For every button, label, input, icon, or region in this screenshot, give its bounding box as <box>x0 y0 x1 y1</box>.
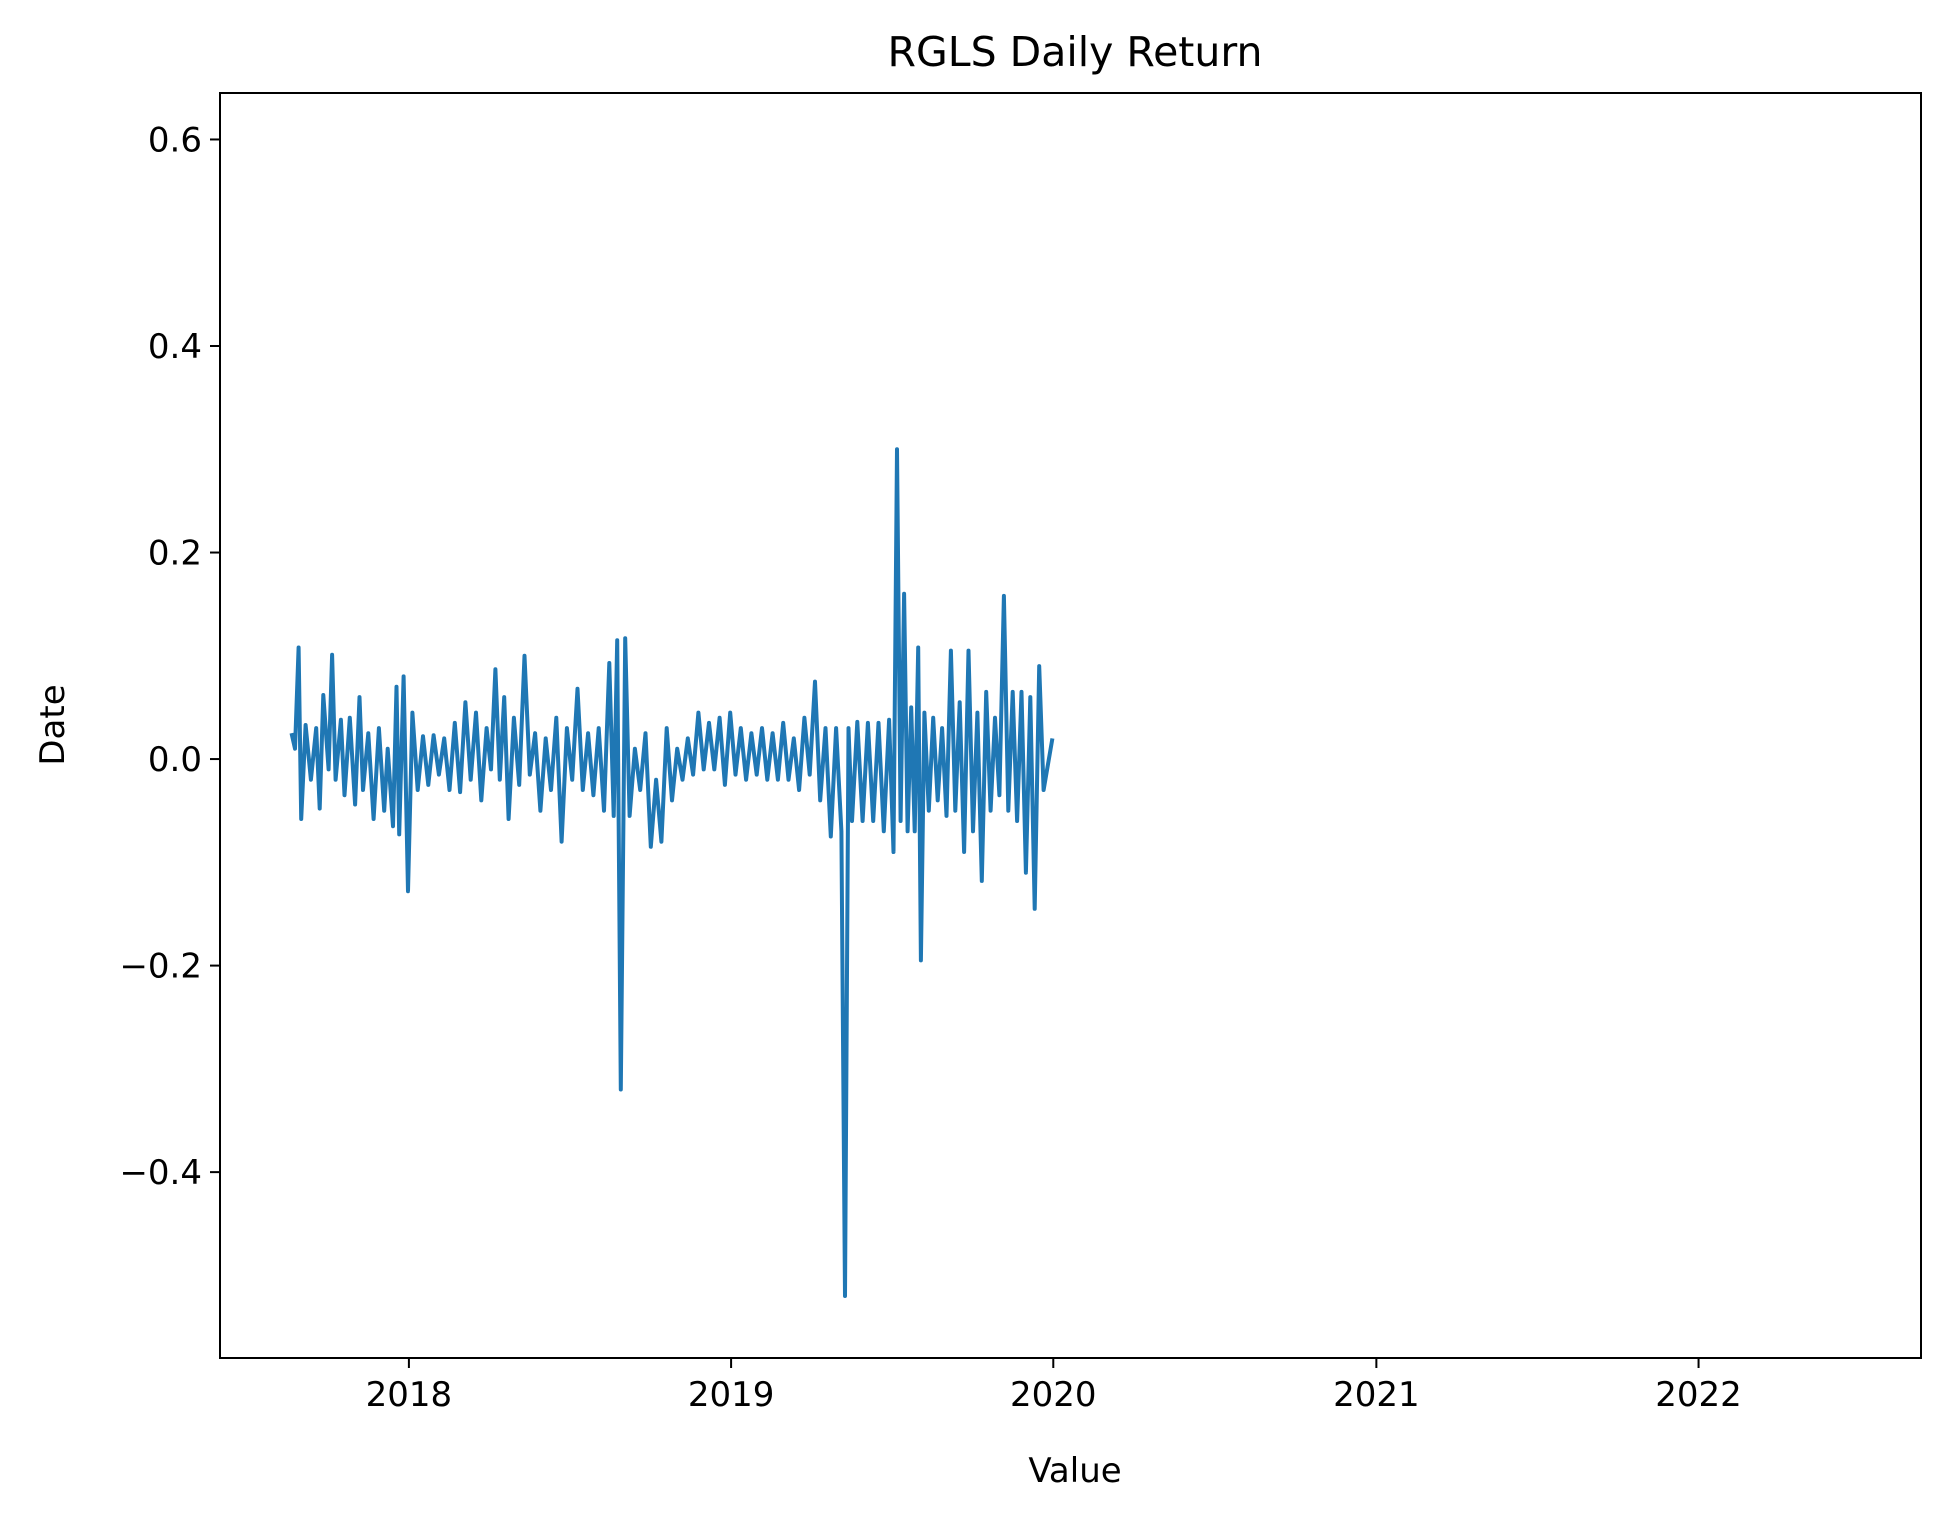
y-tick-label-3: 0.2 <box>148 534 202 574</box>
x-tick-label-2021: 2021 <box>1333 1375 1420 1415</box>
y-axis: −0.4 −0.2 0.0 0.2 0.4 0.6 <box>119 120 220 1193</box>
y-tick-label-5: 0.6 <box>148 120 202 160</box>
x-axis-label: Value <box>1028 1451 1121 1491</box>
chart-title: RGLS Daily Return <box>888 28 1263 76</box>
x-tick-label-2022: 2022 <box>1655 1375 1742 1415</box>
plot-area <box>289 447 1055 1298</box>
y-tick-label-4: 0.4 <box>148 327 202 367</box>
y-axis-label: Date <box>33 684 73 765</box>
x-tick-label-2020: 2020 <box>1010 1375 1097 1415</box>
series-line-0 <box>289 447 1055 1298</box>
x-tick-label-2018: 2018 <box>366 1375 453 1415</box>
y-tick-label-1: −0.2 <box>119 947 202 987</box>
y-tick-label-2: 0.0 <box>148 740 202 780</box>
axes-frame <box>219 92 1922 1359</box>
y-tick-label-0: −0.4 <box>119 1153 202 1193</box>
x-axis: 2018 2019 2020 2021 2022 <box>366 1358 1742 1415</box>
x-tick-label-2019: 2019 <box>688 1375 775 1415</box>
